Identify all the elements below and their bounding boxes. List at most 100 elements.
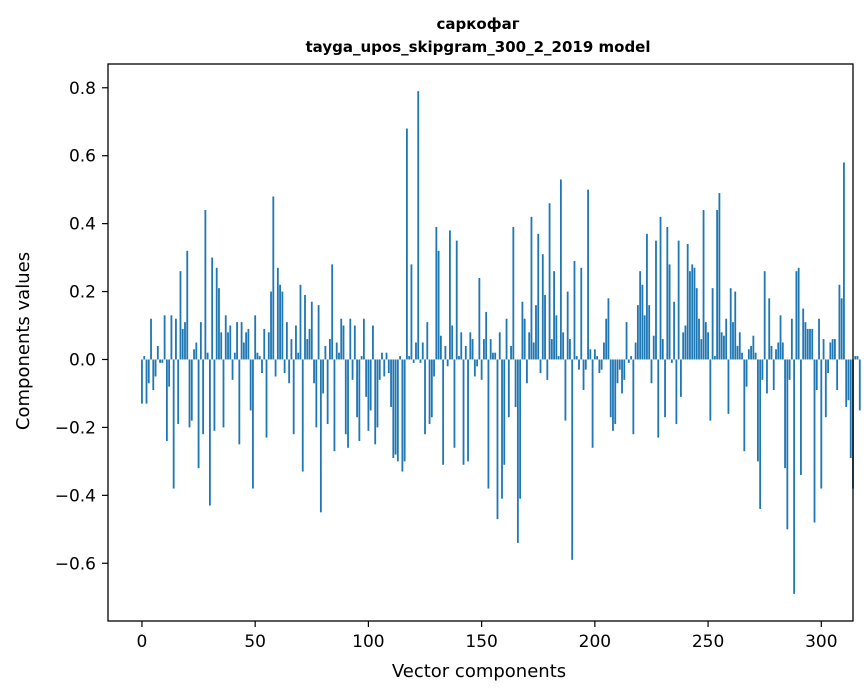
bar xyxy=(510,345,512,360)
bar xyxy=(537,233,540,360)
bar xyxy=(412,359,415,363)
x-tick-label: 0 xyxy=(137,632,148,652)
bar xyxy=(147,359,150,384)
plot-frame xyxy=(107,63,854,622)
bar xyxy=(482,339,485,360)
x-tick-label: 300 xyxy=(805,632,837,652)
bar xyxy=(168,359,171,387)
bar xyxy=(784,359,786,469)
bar xyxy=(639,271,642,360)
bar xyxy=(186,250,189,360)
x-tick-label: 200 xyxy=(579,632,611,652)
ticks-layer: 0 50 100 150 200 250 300 −0.6 −0.4 −0.2 0.0 0.2 0.4 0… xyxy=(55,79,838,652)
bar xyxy=(473,359,476,377)
bar xyxy=(190,359,193,421)
bar xyxy=(335,342,338,360)
bar xyxy=(521,301,524,360)
bar xyxy=(528,332,531,360)
bar xyxy=(516,359,519,543)
bar xyxy=(258,356,261,360)
bar xyxy=(353,325,356,360)
bar xyxy=(829,342,832,360)
bar xyxy=(664,359,666,418)
bar xyxy=(612,359,614,431)
bar xyxy=(734,291,737,360)
bar xyxy=(406,128,408,360)
bar xyxy=(833,339,836,360)
bar xyxy=(249,359,252,411)
bar xyxy=(367,359,370,431)
bar xyxy=(557,356,560,360)
bar xyxy=(763,271,766,360)
bar xyxy=(165,359,168,441)
bar xyxy=(202,359,205,435)
bar xyxy=(231,359,234,380)
bar xyxy=(747,349,750,360)
bar xyxy=(652,335,655,360)
bar xyxy=(781,342,784,360)
bar xyxy=(444,345,447,360)
bars-layer xyxy=(141,91,861,594)
bar xyxy=(238,359,241,445)
bar xyxy=(208,359,211,506)
bar xyxy=(254,315,257,360)
bar xyxy=(682,332,685,360)
bar xyxy=(376,359,379,428)
bar xyxy=(732,322,734,360)
bar xyxy=(442,359,445,465)
bar xyxy=(777,342,780,360)
bar xyxy=(790,318,793,360)
bar xyxy=(143,356,146,360)
bar xyxy=(741,352,743,360)
bar xyxy=(390,359,392,408)
bar xyxy=(727,359,730,414)
bar xyxy=(858,359,861,411)
bar xyxy=(630,356,632,360)
bar xyxy=(677,240,680,360)
bar xyxy=(308,328,311,360)
bar xyxy=(449,230,451,360)
bar xyxy=(344,359,347,435)
bar xyxy=(299,284,302,360)
bar xyxy=(229,325,232,360)
bar xyxy=(793,359,796,594)
bar xyxy=(532,342,535,360)
bar xyxy=(179,271,182,360)
bar xyxy=(849,359,852,458)
chart-title: саркофаг xyxy=(436,15,519,33)
y-tick-label: −0.6 xyxy=(55,554,96,574)
bar xyxy=(752,335,755,360)
bar xyxy=(646,233,648,360)
bar xyxy=(374,359,377,445)
bar xyxy=(559,179,562,360)
bar xyxy=(324,345,327,360)
bar xyxy=(544,294,546,360)
bar xyxy=(616,359,619,384)
bar xyxy=(476,359,479,367)
bar xyxy=(141,359,143,404)
bar xyxy=(648,305,651,360)
bar xyxy=(365,359,368,397)
bar xyxy=(446,359,449,367)
bar xyxy=(655,240,657,360)
bar xyxy=(811,328,814,360)
bar xyxy=(301,359,304,472)
bar xyxy=(539,359,542,374)
bar xyxy=(770,345,773,360)
bar xyxy=(836,359,839,391)
bar xyxy=(627,359,630,363)
bar xyxy=(410,264,413,360)
bar xyxy=(333,359,336,452)
bar xyxy=(378,359,381,380)
bar xyxy=(822,339,825,360)
bar xyxy=(729,288,732,360)
bar xyxy=(566,291,569,360)
bar xyxy=(184,322,186,360)
bar xyxy=(170,315,173,360)
bar xyxy=(331,264,334,360)
bar xyxy=(458,356,460,360)
bar xyxy=(670,359,673,363)
bar xyxy=(306,339,309,360)
bar xyxy=(267,332,270,360)
